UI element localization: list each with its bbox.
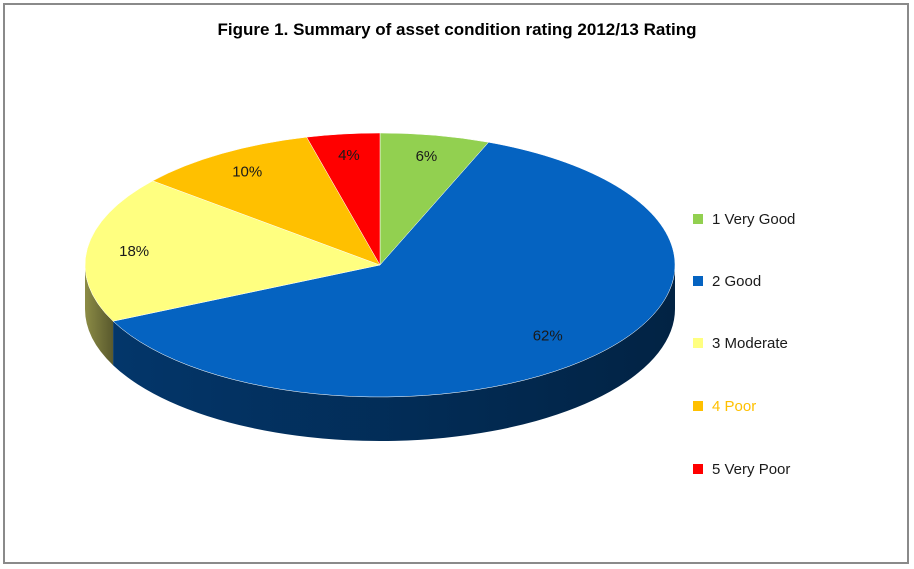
pie-slice-2-good	[112, 141, 676, 398]
chart-title: Figure 1. Summary of asset condition rat…	[217, 20, 697, 39]
data-label: 62%	[533, 327, 563, 344]
pie-slice-3-moderate	[84, 180, 381, 322]
legend-swatch	[693, 276, 703, 286]
legend-label: 1 Very Good	[712, 211, 796, 228]
legend-label: 3 Moderate	[712, 335, 788, 352]
pie-slices	[84, 132, 676, 398]
legend-label: 2 Good	[712, 273, 762, 290]
pie-side-walls	[85, 265, 675, 441]
legend-swatch	[693, 464, 703, 474]
legend-swatch	[693, 214, 703, 224]
data-label: 10%	[232, 163, 262, 180]
pie-slice-4-poor	[152, 136, 381, 266]
legend-label: 4 Poor	[712, 398, 757, 415]
pie-side-2	[85, 265, 114, 366]
pie-slice-5-very-poor	[306, 132, 381, 266]
legend-label: 5 Very Poor	[712, 461, 791, 478]
legend-swatch	[693, 401, 703, 411]
pie-data-labels: 6% 62% 18% 10% 4%	[119, 147, 563, 344]
data-label: 6%	[416, 148, 438, 165]
legend-swatch	[693, 338, 703, 348]
data-label: 18%	[119, 243, 149, 260]
data-label: 4%	[338, 147, 360, 164]
pie-side-1	[113, 265, 675, 441]
